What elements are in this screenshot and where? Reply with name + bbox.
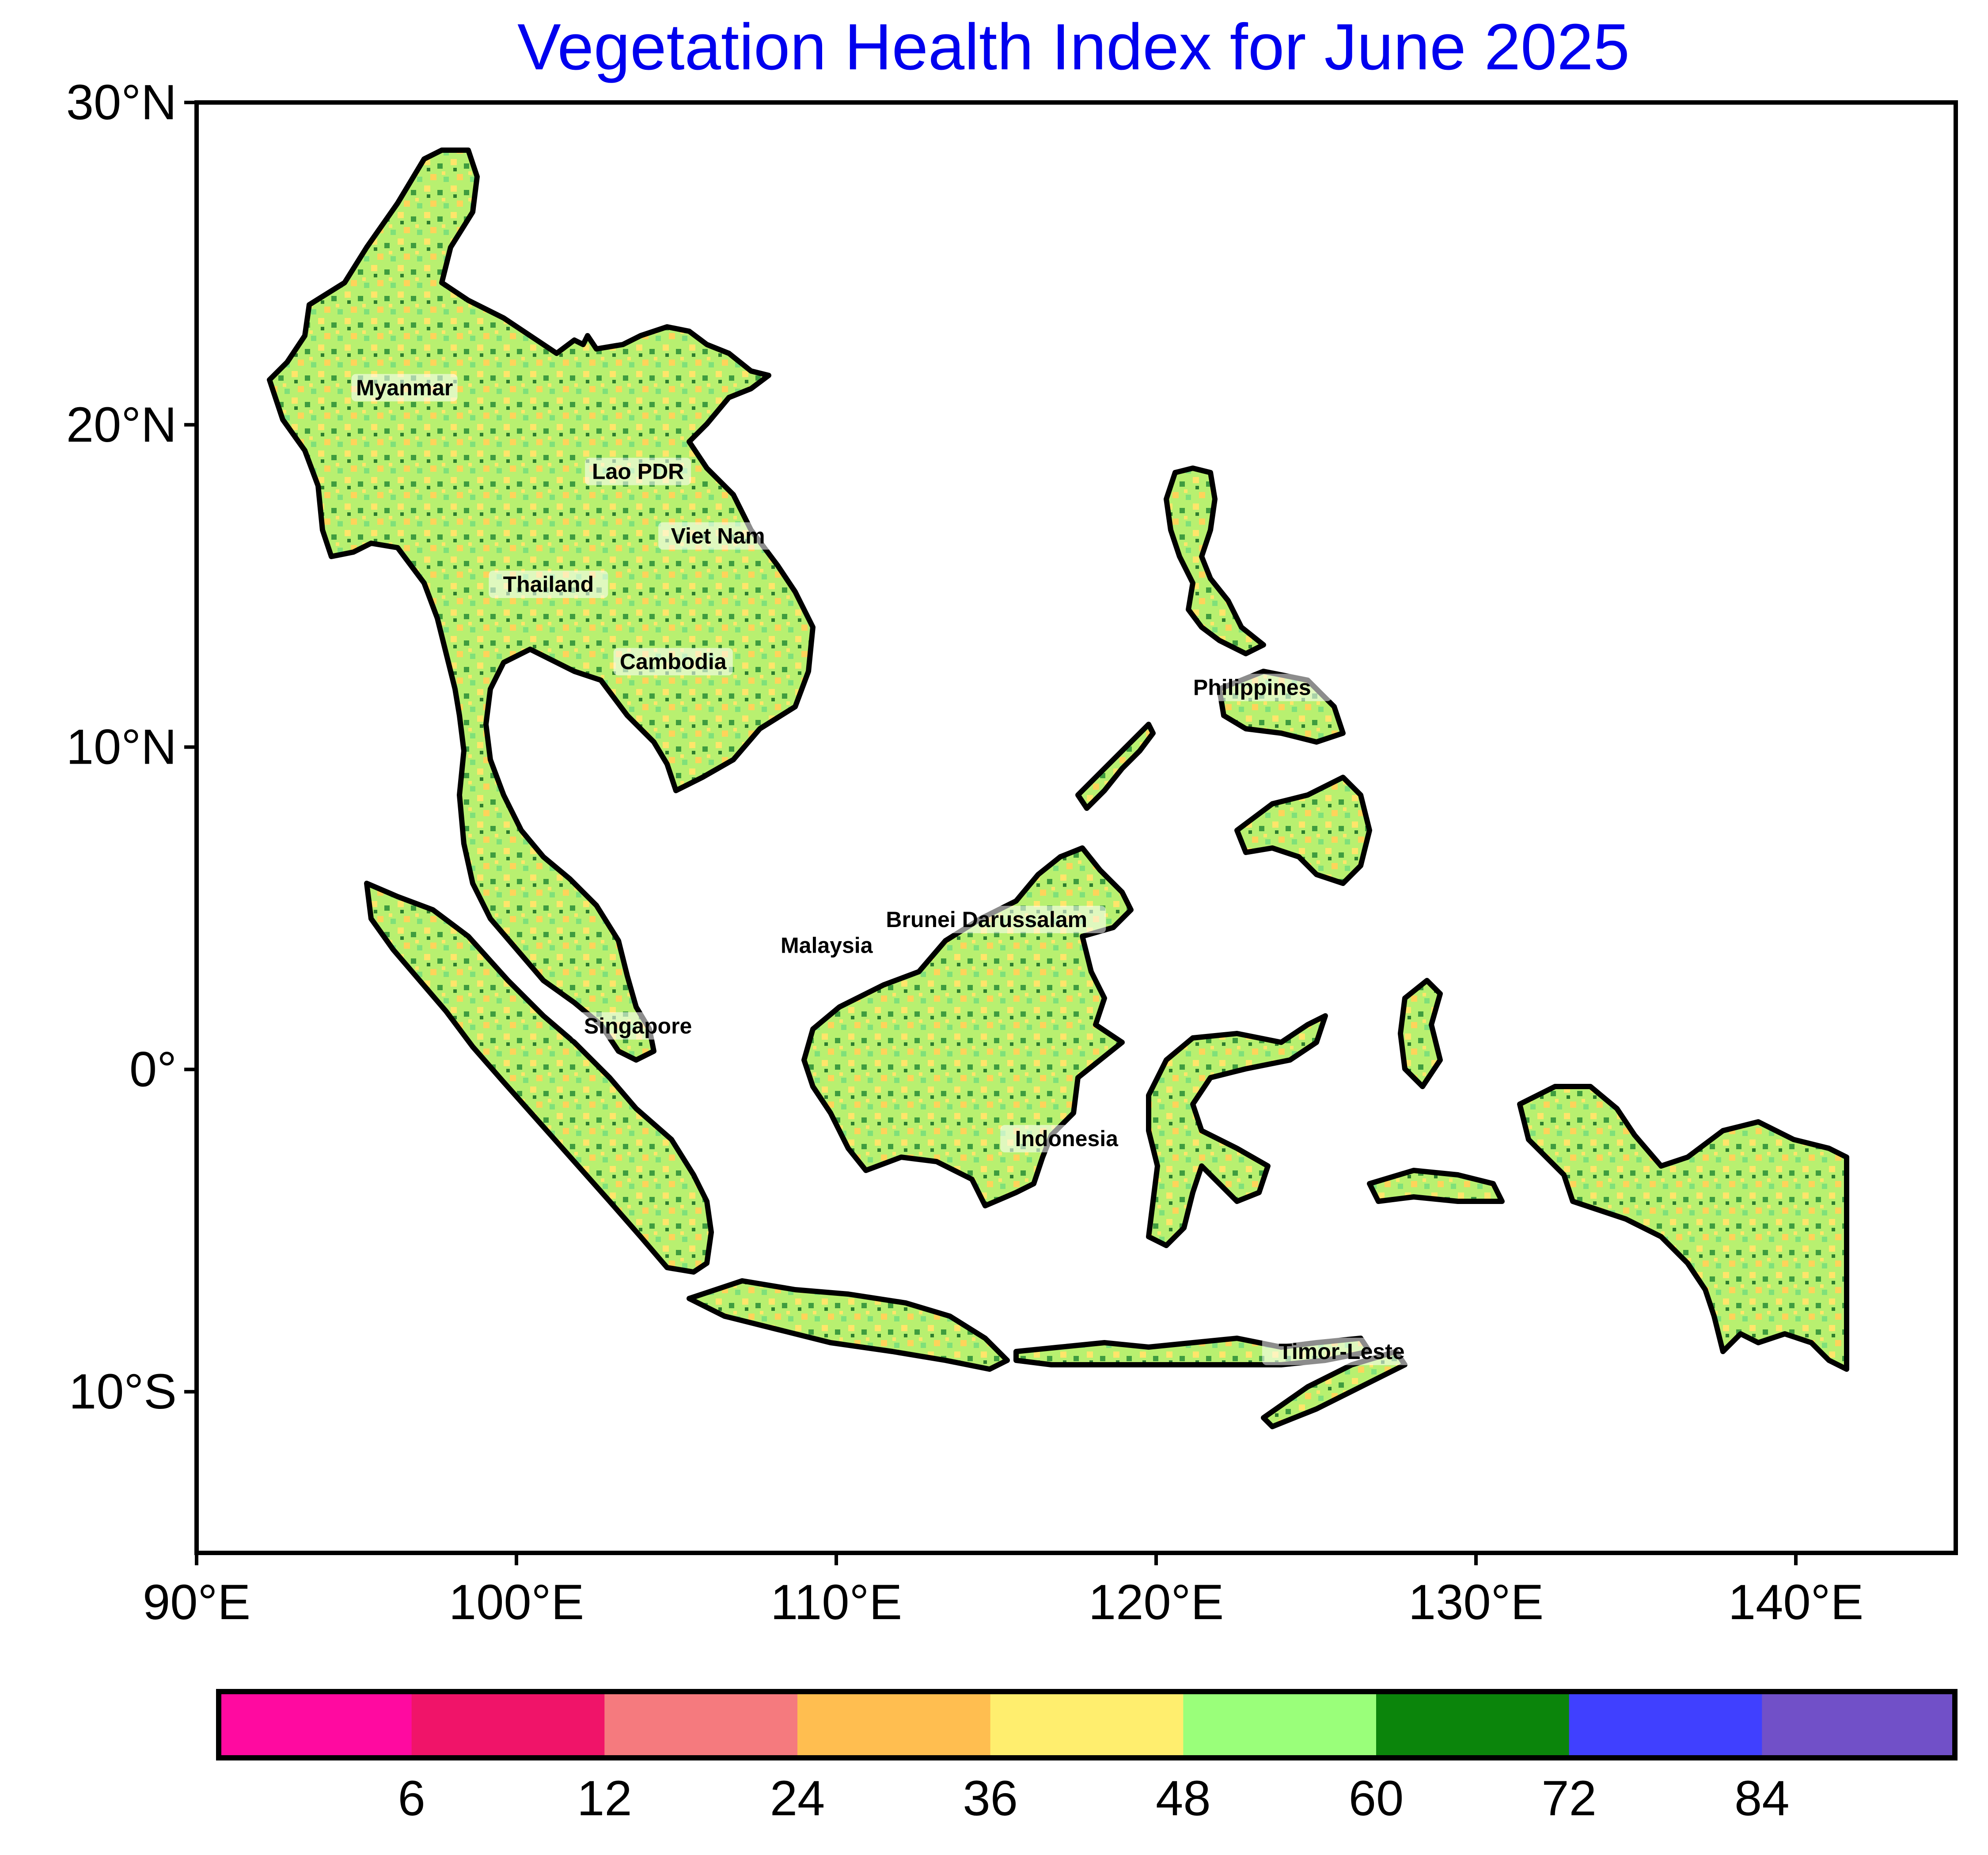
latitude-axis: 30°N 20°N 10°N 0° 10°S — [66, 75, 197, 1419]
colorbar-segment — [219, 1692, 412, 1758]
country-label: Thailand — [503, 572, 594, 597]
colorbar-tick-label: 84 — [1734, 1771, 1790, 1826]
seram-island — [1367, 1168, 1505, 1204]
colorbar-tick-label: 24 — [770, 1771, 825, 1826]
country-label: Singapore — [584, 1014, 692, 1038]
colorbar-segment — [1183, 1692, 1377, 1758]
country-label: Cambodia — [620, 649, 727, 674]
country-labels: Myanmar Lao PDR Viet Nam Thailand Cambodia Ph… — [351, 374, 1421, 1365]
colorbar: 6 12 24 36 48 60 72 84 — [216, 1689, 1958, 1826]
land-layer — [267, 148, 1849, 1429]
country-label: Timor-Leste — [1279, 1339, 1404, 1364]
lat-tick-label: 20°N — [66, 397, 177, 452]
map-title: Vegetation Health Index for June 2025 — [517, 11, 1630, 83]
lat-tick-label: 30°N — [66, 75, 177, 130]
country-label-bg — [1172, 674, 1332, 701]
country-label-bg — [585, 458, 691, 485]
longitude-axis: 90°E 100°E 110°E 120°E 130°E 140°E — [143, 1553, 1863, 1630]
colorbar-tick-label: 72 — [1541, 1771, 1597, 1826]
lat-tick-label: 10°S — [69, 1364, 177, 1419]
country-label-bg — [658, 522, 778, 550]
colorbar-segment — [1762, 1692, 1955, 1758]
country-label: Brunei Darussalam — [886, 907, 1087, 932]
lon-tick-label: 110°E — [770, 1575, 902, 1630]
lat-tick-label: 0° — [129, 1041, 177, 1097]
plot-frame — [194, 100, 1958, 1555]
sumatra-island — [364, 881, 714, 1275]
country-label: Malaysia — [781, 933, 873, 958]
lon-tick-label: 140°E — [1728, 1575, 1863, 1630]
country-label-bg — [767, 931, 887, 959]
country-label: Viet Nam — [671, 523, 765, 548]
lon-tick-label: 100°E — [449, 1575, 584, 1630]
country-label: Indonesia — [1015, 1126, 1119, 1151]
borneo-island — [801, 845, 1134, 1208]
lon-tick-label: 120°E — [1089, 1575, 1224, 1630]
country-label-bg — [1000, 1125, 1133, 1153]
colorbar-segment — [604, 1692, 798, 1758]
java-island — [687, 1278, 1010, 1372]
lon-tick-label: 130°E — [1408, 1575, 1544, 1630]
country-label: Lao PDR — [592, 459, 684, 484]
lat-tick-label: 10°N — [66, 719, 177, 775]
country-label-bg — [1262, 1337, 1421, 1365]
colorbar-segment — [990, 1692, 1184, 1758]
sulawesi-island — [1146, 1013, 1328, 1248]
new-guinea-island — [1517, 1084, 1849, 1372]
maluku-islands — [1398, 978, 1443, 1089]
colorbar-tick-label: 36 — [963, 1771, 1018, 1826]
colorbar-segment — [1376, 1692, 1570, 1758]
colorbar-segment — [797, 1692, 991, 1758]
country-label-bg — [613, 648, 733, 676]
mainland-landmass — [267, 148, 816, 1063]
country-label: Philippines — [1193, 675, 1311, 700]
country-label-bg — [572, 1012, 705, 1040]
country-label-bg — [351, 374, 458, 401]
palawan-island — [1075, 722, 1156, 811]
colorbar-tick-label: 12 — [577, 1771, 632, 1826]
lon-tick-label: 90°E — [143, 1575, 250, 1630]
country-label-bg — [489, 570, 608, 598]
colorbar-tick-label: 6 — [398, 1771, 425, 1826]
country-label: Myanmar — [356, 375, 453, 400]
colorbar-segment — [1569, 1692, 1763, 1758]
colorbar-tick-label: 48 — [1156, 1771, 1211, 1826]
country-label-bg — [867, 905, 1106, 933]
mindanao-island — [1234, 775, 1372, 886]
luzon-island — [1164, 466, 1266, 656]
colorbar-segment — [411, 1692, 605, 1758]
colorbar-tick-label: 60 — [1349, 1771, 1404, 1826]
colorbar-frame — [216, 1689, 1958, 1760]
